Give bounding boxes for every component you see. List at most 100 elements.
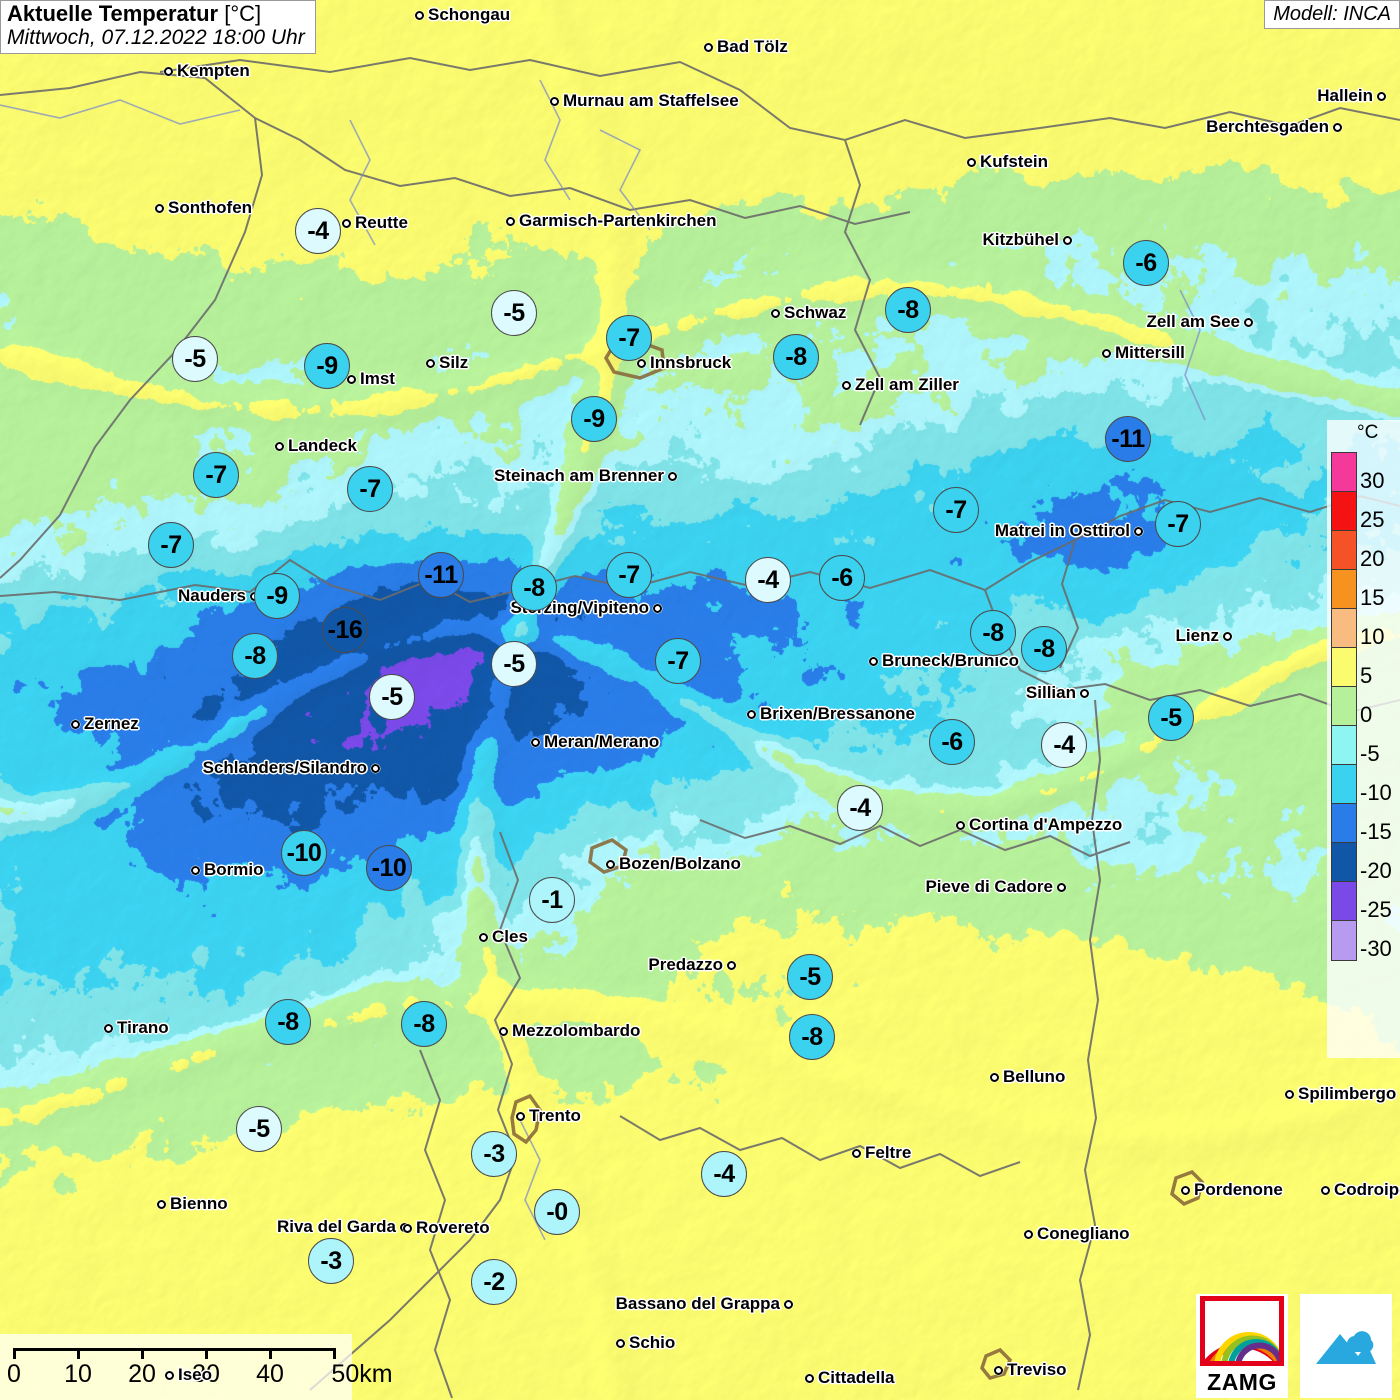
city-marker-icon <box>616 1338 625 1348</box>
station-temperature-marker[interactable]: -6 <box>929 719 975 765</box>
city-name: Berchtesgaden <box>1206 117 1329 136</box>
station-temperature-marker[interactable]: -8 <box>232 633 278 679</box>
station-temperature-marker[interactable]: -7 <box>606 315 652 361</box>
legend-swatch <box>1332 648 1356 687</box>
city-name: Hallein <box>1317 86 1373 105</box>
city-marker-icon <box>637 358 646 368</box>
city-name: Riva del Garda <box>276 1217 396 1236</box>
city-label: Treviso <box>994 1360 1067 1380</box>
city-marker-icon <box>342 218 351 228</box>
station-temperature-marker[interactable]: -7 <box>1155 501 1201 547</box>
city-label: Schio <box>616 1333 675 1353</box>
station-temperature-marker[interactable]: -11 <box>1105 416 1151 462</box>
station-temperature-marker[interactable]: -8 <box>773 334 819 380</box>
city-label: Bassano del Grappa <box>616 1294 793 1314</box>
city-name: Pordenone <box>1194 1180 1283 1199</box>
scale-tick <box>269 1348 272 1359</box>
station-temperature-marker[interactable]: -9 <box>304 343 350 389</box>
station-temperature-marker[interactable]: -0 <box>534 1189 580 1235</box>
legend-swatch <box>1332 687 1356 726</box>
city-name: Schongau <box>428 5 511 24</box>
station-temperature-marker[interactable]: -3 <box>471 1131 517 1177</box>
station-temperature-marker[interactable]: -8 <box>789 1014 835 1060</box>
city-name: Schwaz <box>784 303 847 322</box>
legend-tick-label: 0 <box>1360 701 1373 727</box>
city-label: Schwaz <box>771 303 846 323</box>
city-label: Rovereto <box>403 1218 490 1238</box>
station-temperature-marker[interactable]: -5 <box>236 1106 282 1152</box>
station-temperature-marker[interactable]: -7 <box>347 466 393 512</box>
city-label: Silz <box>426 353 468 373</box>
legend-tick-label: 20 <box>1360 545 1385 571</box>
city-marker-icon <box>506 216 515 226</box>
station-temperature-marker[interactable]: -10 <box>366 845 412 891</box>
legend-tick-label: -15 <box>1360 818 1392 844</box>
station-temperature-marker[interactable]: -1 <box>529 877 575 923</box>
city-name: Reutte <box>355 213 408 232</box>
station-temperature-marker[interactable]: -7 <box>148 522 194 568</box>
station-temperature-marker[interactable]: -6 <box>1123 240 1169 286</box>
scale-tick <box>13 1348 16 1359</box>
legend-swatch <box>1332 609 1356 648</box>
station-temperature-marker[interactable]: -5 <box>491 290 537 336</box>
station-temperature-marker[interactable]: -7 <box>933 487 979 533</box>
station-temperature-marker[interactable]: -10 <box>281 830 327 876</box>
city-name: Tirano <box>117 1018 169 1037</box>
city-name: Kufstein <box>980 152 1048 171</box>
station-temperature-marker[interactable]: -6 <box>819 555 865 601</box>
city-label: Bienno <box>157 1194 228 1214</box>
station-temperature-marker[interactable]: -9 <box>254 573 300 619</box>
city-name: Rovereto <box>416 1218 490 1237</box>
city-marker-icon <box>1377 91 1386 101</box>
station-temperature-marker[interactable]: -7 <box>606 552 652 598</box>
city-label: Belluno <box>990 1067 1065 1087</box>
station-temperature-marker[interactable]: -4 <box>1041 722 1087 768</box>
geosphere-logo <box>1300 1294 1392 1398</box>
scale-bar-line <box>14 1348 334 1358</box>
station-temperature-marker[interactable]: -8 <box>511 565 557 611</box>
city-name: Lienz <box>1175 626 1219 645</box>
city-name: Garmisch-Partenkirchen <box>519 211 717 230</box>
station-temperature-marker[interactable]: -5 <box>787 954 833 1000</box>
city-name: Spilimbergo <box>1298 1084 1397 1103</box>
city-label: Zernez <box>71 714 139 734</box>
station-temperature-marker[interactable]: -4 <box>701 1151 747 1197</box>
city-marker-icon <box>157 1199 166 1209</box>
station-temperature-marker[interactable]: -4 <box>745 557 791 603</box>
station-temperature-marker[interactable]: -7 <box>193 452 239 498</box>
station-temperature-marker[interactable]: -5 <box>1148 695 1194 741</box>
city-name: Sillian <box>1025 683 1076 702</box>
city-marker-icon <box>852 1148 861 1158</box>
station-temperature-marker[interactable]: -4 <box>837 785 883 831</box>
city-label: Schlanders/Silandro <box>203 758 380 778</box>
city-label: Landeck <box>275 436 357 456</box>
station-temperature-marker[interactable]: -16 <box>322 607 368 653</box>
station-temperature-marker[interactable]: -11 <box>418 552 464 598</box>
station-temperature-marker[interactable]: -8 <box>885 287 931 333</box>
city-marker-icon <box>403 1223 412 1233</box>
station-temperature-marker[interactable]: -8 <box>1021 626 1067 672</box>
station-temperature-marker[interactable]: -7 <box>655 638 701 684</box>
city-label: Innsbruck <box>637 353 731 373</box>
station-temperature-marker[interactable]: -5 <box>491 641 537 687</box>
city-label: Cles <box>479 927 528 947</box>
scale-label: 40 <box>256 1360 284 1388</box>
station-temperature-marker[interactable]: -8 <box>265 999 311 1045</box>
title-timestamp: Mittwoch, 07.12.2022 18:00 Uhr <box>7 25 305 49</box>
station-temperature-marker[interactable]: -5 <box>369 674 415 720</box>
station-temperature-marker[interactable]: -2 <box>471 1259 517 1305</box>
city-name: Cortina d'Ampezzo <box>969 815 1123 834</box>
station-temperature-marker[interactable]: -8 <box>401 1001 447 1047</box>
city-name: Schio <box>629 1333 676 1352</box>
station-temperature-marker[interactable]: -9 <box>571 396 617 442</box>
station-temperature-marker[interactable]: -8 <box>970 610 1016 656</box>
city-marker-icon <box>516 1111 525 1121</box>
map-title-box: Aktuelle Temperatur [°C] Mittwoch, 07.12… <box>0 0 316 55</box>
city-label: Hallein <box>1317 86 1386 106</box>
legend-tick-label: 25 <box>1360 506 1385 532</box>
station-temperature-marker[interactable]: -5 <box>172 336 218 382</box>
station-temperature-marker[interactable]: -4 <box>295 208 341 254</box>
station-temperature-marker[interactable]: -3 <box>308 1238 354 1284</box>
city-name: Bassano del Grappa <box>615 1294 780 1313</box>
